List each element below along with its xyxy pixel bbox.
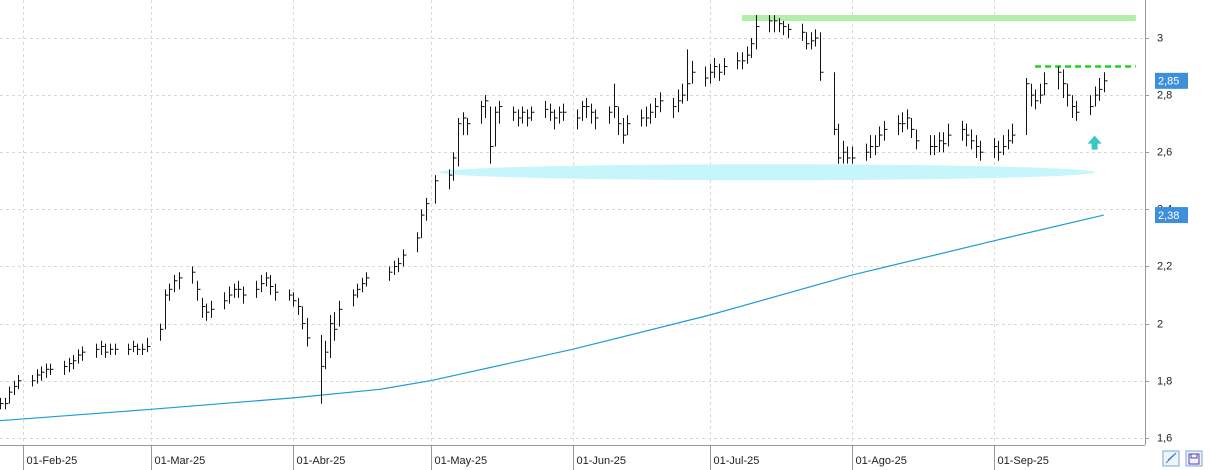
y-tick-label: 2,8 (1157, 89, 1172, 101)
x-tick-label: 01-Mar-25 (155, 455, 206, 467)
axes: 1,61,822,22,42,62,8301-Feb-2501-Mar-2501… (23, 32, 1188, 470)
x-tick-label: 01-Jul-25 (714, 455, 760, 467)
x-tick-label: 01-Sep-25 (998, 455, 1049, 467)
y-tick-label: 1,6 (1157, 432, 1172, 444)
support-zone (439, 164, 1095, 181)
price-label: 2,38 (1158, 210, 1179, 222)
zoom-icon (1165, 452, 1177, 464)
price-label-box (1155, 72, 1188, 89)
x-tick-label: 01-Ago-25 (856, 455, 907, 467)
moving-average-line (0, 214, 1104, 422)
x-tick-label: 01-Abr-25 (297, 455, 346, 467)
y-tick-label: 2,6 (1157, 146, 1172, 158)
y-tick-label: 1,8 (1157, 375, 1172, 387)
grid (0, 0, 1145, 445)
levels (439, 14, 1136, 181)
up-arrow (1087, 135, 1102, 150)
y-tick-label: 2 (1157, 318, 1163, 330)
y-tick-label: 2,2 (1157, 260, 1172, 272)
price-label: 2,85 (1158, 76, 1179, 88)
plot (0, 15, 1108, 422)
x-tick-label: 01-May-25 (435, 455, 488, 467)
save-icon (1188, 453, 1200, 465)
y-tick-label: 3 (1157, 32, 1163, 44)
price-label-box (1155, 207, 1188, 224)
x-tick-label: 01-Feb-25 (27, 455, 78, 467)
x-tick-label: 01-Jun-25 (577, 455, 627, 467)
